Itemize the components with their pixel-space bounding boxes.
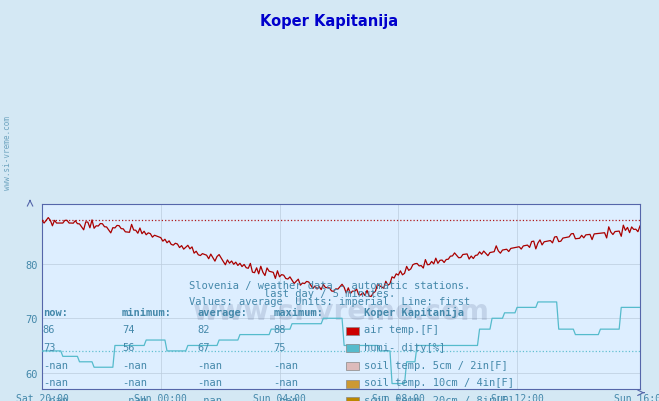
Text: -nan: -nan — [122, 377, 147, 387]
Text: 74: 74 — [122, 324, 134, 334]
Text: soil temp. 10cm / 4in[F]: soil temp. 10cm / 4in[F] — [364, 377, 514, 387]
Text: -nan: -nan — [273, 377, 299, 387]
Text: -nan: -nan — [43, 377, 68, 387]
Text: 56: 56 — [122, 342, 134, 352]
Text: maximum:: maximum: — [273, 307, 324, 317]
Text: -nan: -nan — [43, 395, 68, 401]
Text: Koper Kapitanija: Koper Kapitanija — [260, 14, 399, 29]
Text: -nan: -nan — [273, 395, 299, 401]
Text: www.si-vreme.com: www.si-vreme.com — [3, 115, 13, 189]
Text: -nan: -nan — [122, 360, 147, 370]
Text: 82: 82 — [198, 324, 210, 334]
Text: 86: 86 — [43, 324, 55, 334]
Text: -nan: -nan — [198, 377, 223, 387]
Text: -nan: -nan — [198, 360, 223, 370]
Text: -nan: -nan — [273, 360, 299, 370]
Text: -nan: -nan — [122, 395, 147, 401]
Text: soil temp. 20cm / 8in[F]: soil temp. 20cm / 8in[F] — [364, 395, 514, 401]
Text: now:: now: — [43, 307, 68, 317]
Text: Slovenia / weather data - automatic stations.: Slovenia / weather data - automatic stat… — [189, 280, 470, 290]
Text: Koper Kapitanija: Koper Kapitanija — [364, 306, 464, 317]
Text: 88: 88 — [273, 324, 286, 334]
Text: -nan: -nan — [198, 395, 223, 401]
Text: 73: 73 — [43, 342, 55, 352]
Text: air temp.[F]: air temp.[F] — [364, 324, 439, 334]
Text: last day / 5 minutes.: last day / 5 minutes. — [264, 288, 395, 298]
Text: humi- dity[%]: humi- dity[%] — [364, 342, 445, 352]
Text: average:: average: — [198, 307, 248, 317]
Text: 67: 67 — [198, 342, 210, 352]
Text: www.si-vreme.com: www.si-vreme.com — [192, 298, 490, 326]
Text: Values: average  Units: imperial  Line: first: Values: average Units: imperial Line: fi… — [189, 296, 470, 306]
Text: -nan: -nan — [43, 360, 68, 370]
Text: 75: 75 — [273, 342, 286, 352]
Text: soil temp. 5cm / 2in[F]: soil temp. 5cm / 2in[F] — [364, 360, 507, 370]
Text: minimum:: minimum: — [122, 307, 172, 317]
